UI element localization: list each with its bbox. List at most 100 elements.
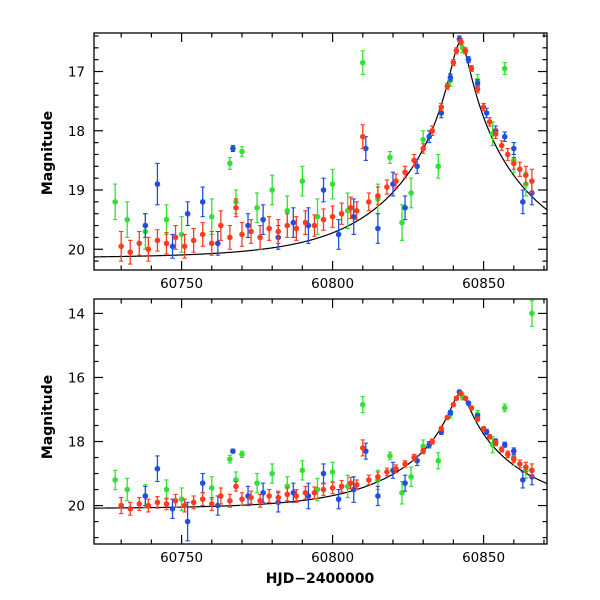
marker	[199, 496, 206, 502]
marker	[474, 80, 481, 87]
data-point	[199, 472, 206, 494]
data-point	[492, 128, 499, 140]
data-point	[136, 497, 143, 511]
marker	[190, 237, 197, 244]
marker	[420, 145, 426, 152]
marker	[375, 493, 381, 499]
data-point	[215, 230, 221, 256]
marker	[178, 231, 185, 238]
data-point	[181, 498, 188, 513]
data-point	[284, 213, 291, 238]
marker	[299, 178, 306, 184]
data-point	[480, 102, 487, 112]
data-point	[245, 213, 251, 238]
marker	[208, 213, 215, 220]
marker	[269, 187, 275, 193]
marker	[529, 467, 535, 474]
data-point	[387, 451, 393, 461]
marker	[462, 395, 469, 402]
data-point	[320, 177, 327, 203]
marker	[402, 461, 408, 467]
marker	[359, 133, 366, 140]
marker	[248, 228, 254, 235]
marker	[501, 65, 508, 72]
marker	[284, 491, 291, 498]
marker	[320, 216, 327, 223]
marker	[366, 199, 372, 205]
marker	[320, 470, 327, 477]
data-point	[142, 213, 149, 238]
data-point	[257, 225, 263, 250]
data-point	[257, 493, 263, 508]
data-point	[517, 161, 523, 177]
marker	[181, 243, 188, 250]
data-point	[420, 448, 426, 455]
data-point	[208, 230, 215, 256]
y-tick-label: 18	[68, 435, 85, 451]
data-point	[458, 390, 464, 397]
marker	[112, 477, 118, 483]
marker	[444, 83, 451, 90]
marker	[254, 480, 260, 486]
marker	[529, 310, 535, 317]
data-point	[136, 230, 143, 256]
marker	[208, 501, 215, 507]
marker	[359, 445, 366, 451]
data-point	[486, 117, 493, 127]
marker	[486, 433, 493, 440]
data-point	[347, 476, 354, 490]
data-point	[305, 482, 312, 510]
data-point	[154, 229, 161, 252]
data-point	[517, 459, 523, 469]
data-point	[387, 150, 393, 164]
top-ylabel: Magnitude	[40, 111, 56, 195]
marker	[163, 240, 170, 247]
data-point	[510, 142, 517, 156]
marker	[239, 496, 245, 502]
x-tick-label: 60750	[160, 550, 203, 566]
data-point	[350, 198, 357, 235]
marker	[338, 483, 345, 490]
data-point	[218, 210, 224, 241]
marker	[284, 207, 291, 214]
data-point	[447, 409, 454, 416]
y-tick-label: 14	[68, 306, 85, 322]
data-point	[486, 433, 493, 440]
data-point	[169, 233, 176, 259]
marker	[510, 160, 517, 167]
data-point	[199, 492, 206, 507]
marker	[239, 451, 245, 458]
data-point	[290, 482, 297, 503]
data-point	[311, 486, 318, 500]
data-point	[227, 454, 233, 464]
marker	[233, 483, 239, 490]
marker	[299, 467, 306, 474]
marker	[520, 199, 526, 205]
marker	[486, 119, 493, 125]
data-point	[302, 210, 309, 235]
marker	[353, 481, 360, 488]
marker	[458, 390, 464, 397]
data-point	[444, 82, 451, 90]
marker	[408, 190, 414, 196]
data-point	[483, 107, 490, 119]
marker	[375, 225, 381, 232]
marker	[366, 477, 372, 483]
data-point	[190, 495, 197, 510]
marker	[387, 154, 393, 161]
data-point	[411, 153, 417, 167]
data-point	[254, 472, 260, 494]
x-tick-label: 60750	[160, 276, 203, 292]
marker	[208, 485, 215, 491]
data-point	[299, 460, 306, 481]
data-point	[178, 487, 185, 511]
data-point	[215, 495, 221, 516]
data-point	[260, 204, 266, 235]
marker	[145, 246, 152, 253]
marker	[498, 446, 505, 453]
y-tick-label: 17	[68, 65, 85, 81]
data-point	[438, 425, 445, 432]
data-point	[447, 73, 454, 82]
marker	[142, 493, 149, 499]
marker	[384, 184, 390, 190]
